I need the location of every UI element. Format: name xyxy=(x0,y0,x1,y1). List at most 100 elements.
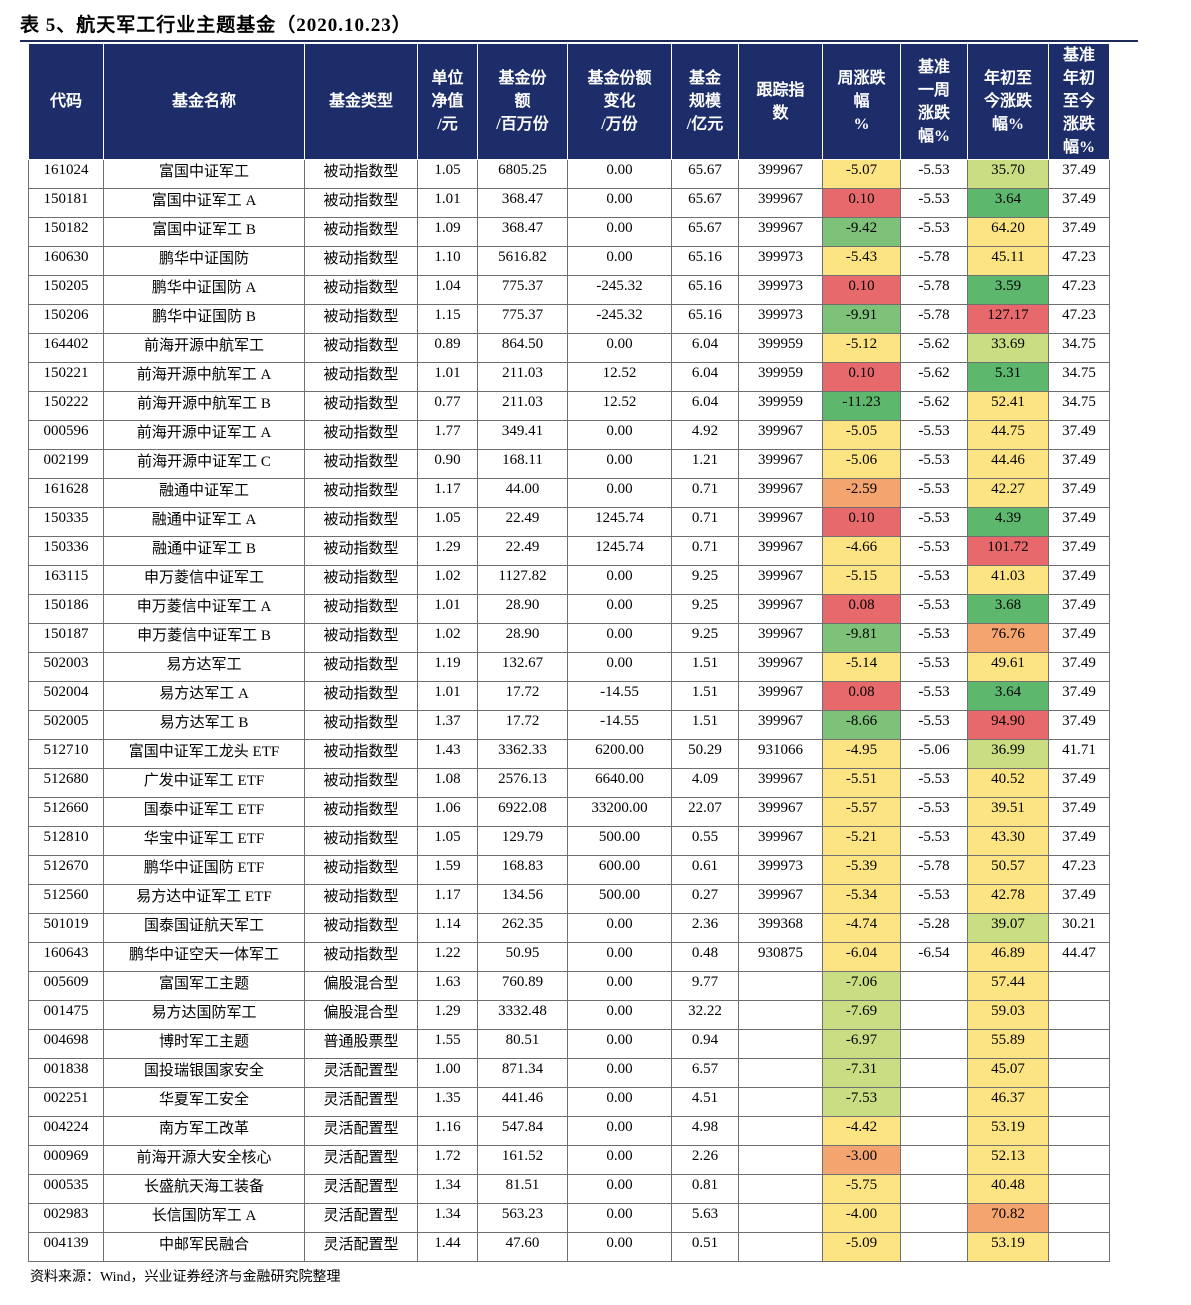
cell-text: -5.62 xyxy=(918,335,950,352)
cell-text: 150181 xyxy=(43,190,89,207)
cell-shares: 211.03 xyxy=(477,391,568,421)
cell-text: 931066 xyxy=(758,741,803,758)
cell-text: 399967 xyxy=(758,161,803,178)
cell-weekly-change: -7.53 xyxy=(822,1087,901,1117)
cell-text: 871.34 xyxy=(501,1060,544,1077)
cell-nav: 1.44 xyxy=(417,1232,478,1262)
cell-nav: 1.35 xyxy=(417,1087,478,1117)
cell-ytd-change: 70.82 xyxy=(967,1203,1049,1233)
cell-shares: 368.47 xyxy=(477,217,568,247)
cell-ytd-change: 59.03 xyxy=(967,1000,1049,1030)
cell-text: 399368 xyxy=(758,915,803,932)
cell-text: 399973 xyxy=(758,306,803,323)
cell-code: 000969 xyxy=(28,1145,104,1175)
cell-text: 399967 xyxy=(758,567,803,584)
cell-text: 42.78 xyxy=(991,886,1025,903)
cell-text: 399967 xyxy=(758,451,803,468)
cell-index xyxy=(738,1087,823,1117)
cell-nav: 1.04 xyxy=(417,275,478,305)
cell-nav: 0.90 xyxy=(417,449,478,479)
cell-nav: 1.10 xyxy=(417,246,478,276)
cell-text: -5.53 xyxy=(918,161,950,178)
cell-text: 被动指数型 xyxy=(323,917,399,934)
cell-share-change: 0.00 xyxy=(567,1058,672,1088)
cell-text: 0.08 xyxy=(848,596,875,613)
cell-text: 1.02 xyxy=(434,625,461,642)
column-header-bench-weekly: 基准 一周 涨跌 幅% xyxy=(900,43,968,160)
cell-weekly-change: -5.09 xyxy=(822,1232,901,1262)
cell-bench-ytd: 37.49 xyxy=(1048,710,1110,740)
cell-name: 融通中证军工 B xyxy=(103,536,305,566)
cell-index: 399967 xyxy=(738,652,823,682)
cell-code: 160630 xyxy=(28,246,104,276)
cell-ytd-change: 45.07 xyxy=(967,1058,1049,1088)
cell-text: 被动指数型 xyxy=(323,743,399,760)
cell-type: 被动指数型 xyxy=(304,159,418,189)
cell-bench-ytd xyxy=(1048,1029,1110,1059)
cell-bench-ytd: 37.49 xyxy=(1048,507,1110,537)
header-line: 周涨跌 xyxy=(837,70,886,87)
cell-text: 灵活配置型 xyxy=(323,1178,399,1195)
table-row: 150221 前海开源中航军工 A 被动指数型 1.01 211.03 12.52 6.04… xyxy=(28,362,1110,392)
cell-text: 6640.00 xyxy=(595,770,644,787)
table-row: 150181 富国中证军工 A 被动指数型 1.01 368.47 0.00 65.67 39… xyxy=(28,188,1110,218)
cell-share-change: 0.00 xyxy=(567,594,672,624)
cell-share-change: 0.00 xyxy=(567,942,672,972)
table-row: 150186 申万菱信中证军工 A 被动指数型 1.01 28.90 0.00 9.25 39… xyxy=(28,594,1110,624)
cell-text: 37.49 xyxy=(1062,828,1096,845)
cell-nav: 1.02 xyxy=(417,565,478,595)
cell-text: 1.15 xyxy=(434,306,461,323)
cell-nav: 1.08 xyxy=(417,768,478,798)
cell-code: 160643 xyxy=(28,942,104,972)
cell-size: 65.67 xyxy=(671,159,739,189)
cell-text: -5.53 xyxy=(918,480,950,497)
header-line: 一周 xyxy=(917,81,950,99)
cell-shares: 28.90 xyxy=(477,623,568,653)
cell-text: 1.17 xyxy=(434,480,461,497)
cell-text: 被动指数型 xyxy=(323,250,399,267)
cell-text: 0.00 xyxy=(606,1002,633,1019)
header-line: 今涨跌 xyxy=(983,93,1032,110)
cell-text: 融通中证军工 xyxy=(158,482,249,499)
cell-text: 512680 xyxy=(43,770,89,787)
cell-code: 001475 xyxy=(28,1000,104,1030)
cell-text: 0.48 xyxy=(691,944,719,961)
cell-text: -5.53 xyxy=(918,654,950,671)
cell-index xyxy=(738,1029,823,1059)
cell-text: 1.59 xyxy=(434,857,461,874)
cell-text: -5.53 xyxy=(918,683,950,700)
cell-share-change: 500.00 xyxy=(567,826,672,856)
cell-text: 0.00 xyxy=(606,219,633,236)
cell-text: 150186 xyxy=(43,596,89,613)
cell-code: 002983 xyxy=(28,1203,104,1233)
cell-share-change: 600.00 xyxy=(567,855,672,885)
cell-index: 399973 xyxy=(738,855,823,885)
cell-nav: 1.55 xyxy=(417,1029,478,1059)
cell-bench-weekly: -5.53 xyxy=(900,420,968,450)
cell-text: 40.52 xyxy=(991,770,1025,787)
cell-ytd-change: 57.44 xyxy=(967,971,1049,1001)
cell-name: 前海开源中证军工 A xyxy=(103,420,305,450)
cell-type: 被动指数型 xyxy=(304,681,418,711)
cell-ytd-change: 50.57 xyxy=(967,855,1049,885)
cell-share-change: -14.55 xyxy=(567,681,672,711)
table-row: 502005 易方达军工 B 被动指数型 1.37 17.72 -14.55 1.51 399… xyxy=(28,710,1110,740)
cell-ytd-change: 46.89 xyxy=(967,942,1049,972)
cell-text: -5.15 xyxy=(845,567,878,584)
cell-text: 1.34 xyxy=(434,1205,461,1222)
cell-shares: 349.41 xyxy=(477,420,568,450)
cell-text: 被动指数型 xyxy=(323,424,399,441)
cell-type: 被动指数型 xyxy=(304,942,418,972)
cell-text: 399967 xyxy=(758,190,803,207)
cell-text: 37.49 xyxy=(1062,654,1096,671)
cell-text: -245.32 xyxy=(596,277,643,294)
header-row: 代码 基金名称 基金类型 单位 净值/元 基金份额/百万份 基金份额 变化/万份 基金 规模/亿元… xyxy=(28,43,1110,160)
cell-share-change: 12.52 xyxy=(567,362,672,392)
cell-text: 864.50 xyxy=(501,335,544,352)
table-row: 004139 中邮军民融合 灵活配置型 1.44 47.60 0.00 0.51 -5.09 5… xyxy=(28,1232,1110,1262)
cell-text: 被动指数型 xyxy=(323,598,399,615)
cell-index: 399967 xyxy=(738,710,823,740)
cell-text: 博时军工主题 xyxy=(158,1033,249,1050)
cell-text: -5.62 xyxy=(918,364,950,381)
cell-index: 399973 xyxy=(738,246,823,276)
